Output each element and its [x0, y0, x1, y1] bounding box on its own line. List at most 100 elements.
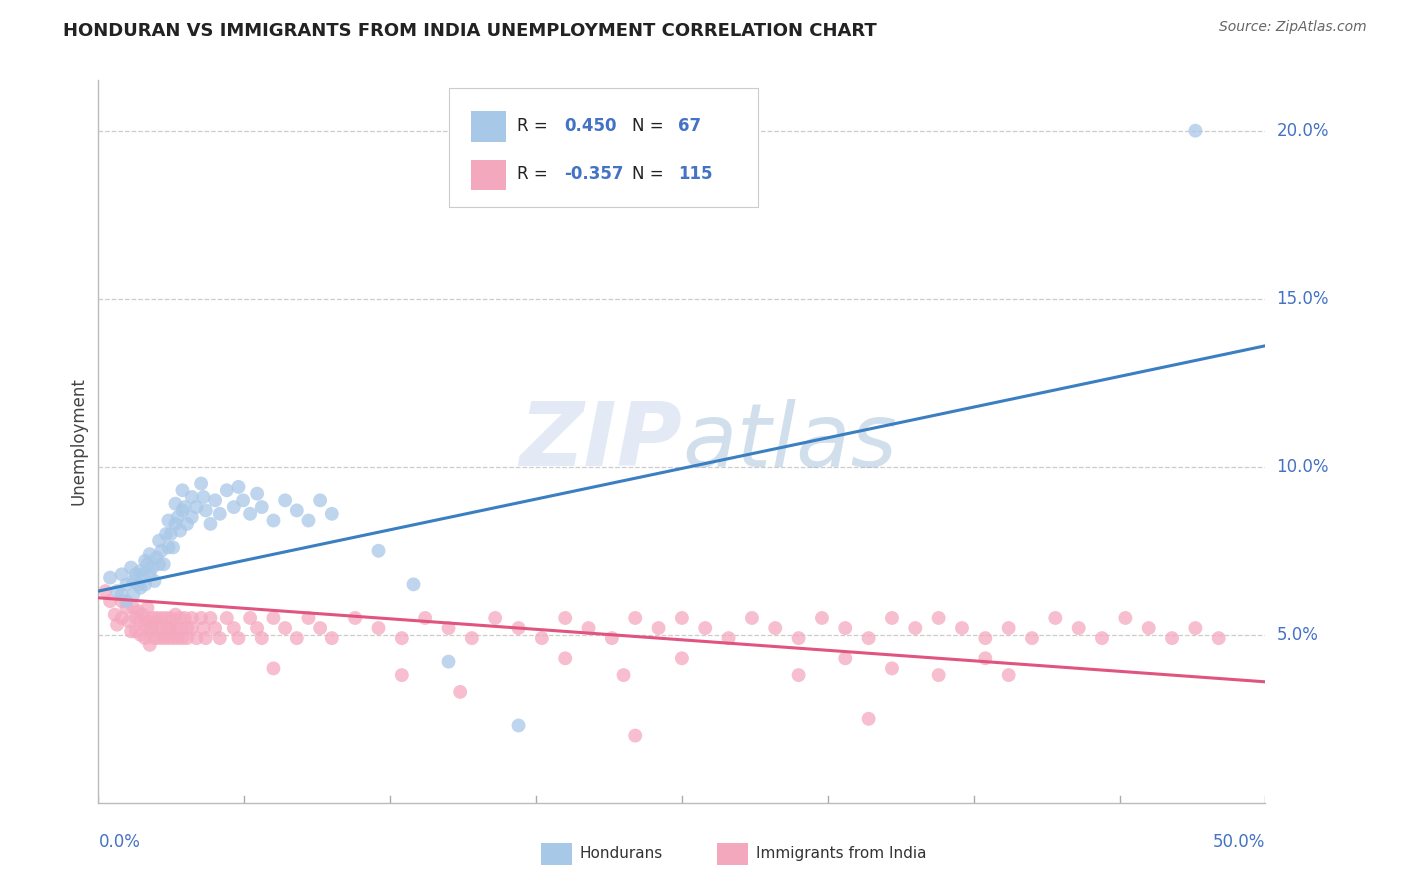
Point — [159, 611, 181, 625]
Text: R =: R = — [517, 117, 554, 135]
Point — [166, 510, 188, 524]
Point — [143, 574, 166, 588]
Point — [134, 577, 156, 591]
Point — [449, 685, 471, 699]
Point — [285, 631, 308, 645]
Point — [155, 527, 177, 541]
Point — [98, 594, 121, 608]
Point — [111, 567, 134, 582]
Point — [200, 516, 222, 531]
Point — [176, 621, 198, 635]
Point — [262, 661, 284, 675]
Text: 15.0%: 15.0% — [1277, 290, 1329, 308]
Point — [134, 554, 156, 568]
Point — [484, 611, 506, 625]
Point — [139, 567, 162, 582]
Point — [834, 651, 856, 665]
Point — [176, 631, 198, 645]
Point — [950, 621, 973, 635]
Point — [624, 611, 647, 625]
Point — [111, 594, 134, 608]
Point — [250, 631, 273, 645]
Point — [239, 611, 262, 625]
Text: Immigrants from India: Immigrants from India — [756, 847, 927, 861]
Point — [150, 543, 173, 558]
Point — [554, 611, 576, 625]
Point — [129, 564, 152, 578]
Point — [172, 483, 194, 498]
Point — [157, 621, 180, 635]
Point — [344, 611, 367, 625]
Text: N =: N = — [631, 117, 669, 135]
Point — [671, 651, 693, 665]
Point — [717, 631, 740, 645]
Point — [157, 631, 180, 645]
Point — [159, 527, 181, 541]
Point — [105, 584, 128, 599]
Point — [150, 621, 173, 635]
Point — [1045, 611, 1067, 625]
Point — [165, 497, 187, 511]
Point — [880, 661, 903, 675]
Point — [120, 560, 142, 574]
Point — [104, 607, 127, 622]
Point — [166, 631, 188, 645]
Point — [974, 651, 997, 665]
Point — [190, 611, 212, 625]
Point — [150, 611, 173, 625]
Point — [1091, 631, 1114, 645]
Point — [204, 621, 226, 635]
Point — [1137, 621, 1160, 635]
Point — [129, 615, 152, 629]
Point — [157, 514, 180, 528]
Point — [115, 594, 138, 608]
Text: -0.357: -0.357 — [564, 165, 623, 183]
Point — [858, 712, 880, 726]
Point — [122, 574, 145, 588]
Point — [834, 621, 856, 635]
Point — [180, 490, 202, 504]
Point — [274, 621, 297, 635]
Point — [437, 621, 460, 635]
Text: Hondurans: Hondurans — [579, 847, 662, 861]
Point — [194, 503, 217, 517]
Point — [232, 493, 254, 508]
Point — [148, 558, 170, 572]
Point — [129, 628, 152, 642]
Point — [228, 631, 250, 645]
Point — [647, 621, 669, 635]
Point — [186, 631, 208, 645]
Point — [1021, 631, 1043, 645]
Point — [928, 611, 950, 625]
Point — [1208, 631, 1230, 645]
Point — [671, 611, 693, 625]
Point — [858, 631, 880, 645]
Point — [165, 621, 187, 635]
Point — [165, 607, 187, 622]
Point — [508, 718, 530, 732]
Point — [141, 611, 163, 625]
Point — [204, 493, 226, 508]
Point — [437, 655, 460, 669]
Point — [222, 500, 245, 514]
Point — [741, 611, 763, 625]
Point — [165, 516, 187, 531]
Point — [239, 507, 262, 521]
Point — [125, 611, 148, 625]
Point — [186, 500, 208, 514]
Point — [190, 476, 212, 491]
Point — [180, 621, 202, 635]
Point — [132, 567, 155, 582]
Point — [997, 621, 1019, 635]
Point — [194, 631, 217, 645]
Point — [997, 668, 1019, 682]
Text: 0.0%: 0.0% — [98, 833, 141, 851]
Point — [152, 631, 174, 645]
Point — [127, 577, 149, 591]
Point — [208, 631, 231, 645]
Point — [122, 600, 145, 615]
Point — [787, 668, 810, 682]
Point — [880, 611, 903, 625]
Point — [146, 550, 169, 565]
Text: N =: N = — [631, 165, 669, 183]
